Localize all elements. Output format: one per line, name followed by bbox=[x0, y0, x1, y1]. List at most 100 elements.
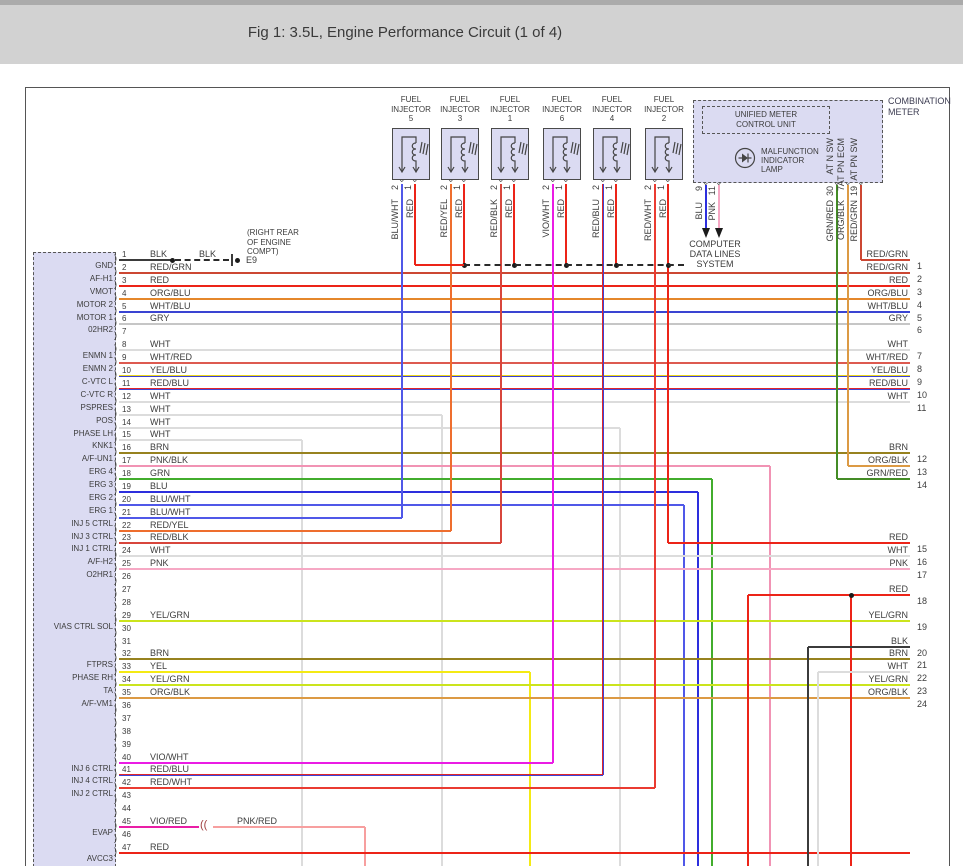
right-wire-color-label: ORG/BLK bbox=[867, 687, 908, 697]
mil-line2: INDICATOR bbox=[761, 156, 805, 165]
right-pin-number: 8 bbox=[917, 364, 923, 374]
left-pin-number: 14 bbox=[122, 418, 131, 427]
left-pin-bracket-icon: ) bbox=[114, 536, 117, 546]
left-pin-bracket-icon: ) bbox=[114, 562, 117, 572]
wire-WHT bbox=[817, 672, 819, 866]
left-pin-bracket-icon: ) bbox=[114, 343, 117, 353]
injector-coil-icon bbox=[398, 136, 429, 174]
left-pin-number: 42 bbox=[122, 778, 131, 787]
wire-BLU bbox=[705, 185, 707, 228]
ecm-pin-label: VIAS CTRL SOL bbox=[53, 622, 113, 631]
right-wire-color-label: YEL/GRN bbox=[868, 674, 908, 684]
left-pin-bracket-icon: ) bbox=[114, 691, 117, 701]
left-pin-number: 35 bbox=[122, 688, 131, 697]
right-pin-number: 17 bbox=[917, 570, 928, 580]
meter-wire-color-label: BLU bbox=[694, 202, 704, 220]
wire-color-label: WHT bbox=[150, 545, 171, 555]
left-pin-bracket-icon: ) bbox=[114, 459, 117, 469]
left-pin-bracket-icon: ) bbox=[114, 421, 117, 431]
injector-heading-line: 4 bbox=[609, 114, 615, 123]
injector-heading: FUEL INJECTOR 1 bbox=[483, 95, 537, 124]
right-pin-number: 2 bbox=[917, 274, 923, 284]
title-bar-top-strip bbox=[0, 0, 963, 5]
wire-WHT bbox=[441, 415, 443, 866]
left-pin-bracket-icon: ) bbox=[114, 575, 117, 585]
injector-heading: FUEL INJECTOR 5 bbox=[384, 95, 438, 124]
right-pin-number: 7 bbox=[917, 351, 923, 361]
ecm-pin-label: ERG 3 bbox=[88, 480, 113, 489]
wire-YEL/GRN bbox=[119, 620, 910, 622]
wire-RED bbox=[747, 595, 749, 866]
left-pin-bracket-icon: ) bbox=[114, 717, 117, 727]
right-wire-color-label: RED/BLU bbox=[868, 378, 908, 388]
wire-color-label: WHT/RED bbox=[150, 352, 192, 362]
ecm-pin-label: KNK1 bbox=[92, 441, 113, 450]
wire-RED/YEL bbox=[450, 184, 452, 531]
wire-color-label: YEL bbox=[150, 661, 168, 671]
wire-color-label: WHT bbox=[150, 404, 171, 414]
right-wire-color-label: GRN/RED bbox=[866, 468, 908, 478]
wire-PNK bbox=[119, 568, 910, 570]
right-wire-color-label: RED bbox=[888, 275, 908, 285]
wire-color-label: RED/YEL bbox=[150, 520, 189, 530]
wire-color-label: PNK bbox=[150, 558, 169, 568]
ecm-pin-label: EVAP bbox=[92, 828, 113, 837]
injector-heading-line: 3 bbox=[457, 114, 463, 123]
ecm-pin-label: PHASE RH bbox=[72, 673, 113, 682]
ecm-pin-label: VMOT bbox=[89, 287, 113, 296]
meter-pin-number: 11 bbox=[707, 186, 717, 196]
right-wire-color-label: ORG/BLK bbox=[867, 455, 908, 465]
ecm-pin-label: PSPRES bbox=[80, 403, 113, 412]
right-pin-number: 6 bbox=[917, 325, 923, 335]
wire-GRY bbox=[119, 323, 910, 325]
wire-color-label: RED/BLU bbox=[150, 378, 190, 388]
injector-coil-icon bbox=[447, 136, 478, 174]
wire-color-label: PNK/RED bbox=[237, 816, 278, 826]
injector-heading-line: INJECTOR bbox=[542, 104, 582, 114]
ecm-pin-label: ERG 2 bbox=[88, 493, 113, 502]
left-pin-bracket-icon: ) bbox=[114, 253, 117, 263]
wire-color-label: YEL/GRN bbox=[150, 674, 190, 684]
wire-WHT bbox=[119, 349, 910, 351]
right-pin-number: 13 bbox=[917, 467, 928, 477]
wire-color-label: YEL/GRN bbox=[150, 610, 190, 620]
injector-heading-line: FUEL bbox=[400, 95, 422, 104]
mil-line3: LAMP bbox=[761, 165, 783, 174]
connector-bracket-icon: ⌄ bbox=[844, 177, 852, 187]
injector-wire-color-label: BLU/WHT bbox=[390, 199, 400, 240]
wire-color-label: BRN bbox=[150, 648, 170, 658]
diagram-border-top bbox=[25, 87, 950, 88]
wire-PNK/RED bbox=[364, 827, 366, 866]
right-wire-color-label: YEL/BLU bbox=[870, 365, 908, 375]
left-pin-bracket-icon: ) bbox=[114, 356, 117, 366]
injector-wire-color-label: RED/BLK bbox=[489, 199, 499, 238]
left-pin-number: 24 bbox=[122, 546, 131, 555]
injector-heading-line: 2 bbox=[661, 114, 667, 123]
left-pin-bracket-icon: ) bbox=[114, 756, 117, 766]
injector-pin-number: 2 bbox=[591, 185, 601, 191]
wire-color-label: PNK/BLK bbox=[150, 455, 189, 465]
right-wire-color-label: BRN bbox=[888, 442, 908, 452]
wire-RED bbox=[565, 184, 567, 265]
wire-VIO/WHT bbox=[552, 184, 554, 763]
ecm-pin-label: GND bbox=[95, 261, 113, 270]
right-wire-color-label: YEL/GRN bbox=[868, 610, 908, 620]
left-pin-number: 25 bbox=[122, 559, 131, 568]
wire-RED/GRN bbox=[119, 272, 910, 274]
wire-color-label: RED bbox=[150, 275, 170, 285]
wire-RED/GRN bbox=[861, 259, 910, 261]
wire-WHT bbox=[119, 439, 302, 441]
wire-RED bbox=[615, 184, 617, 265]
ground-note-line1: (RIGHT REAR bbox=[247, 228, 299, 237]
ecm-pin-label: ERG 4 bbox=[88, 467, 113, 476]
injector-pin-number: 2 bbox=[643, 185, 653, 191]
left-pin-number: 47 bbox=[122, 843, 131, 852]
ecm-pin-label: C-VTC R bbox=[80, 390, 113, 399]
wire-color-label: RED bbox=[150, 842, 170, 852]
ground-splice-dot bbox=[169, 257, 175, 263]
inline-connector-icon: (( bbox=[200, 819, 208, 831]
right-wire-color-label: BLK bbox=[890, 636, 908, 646]
injector-heading-line: 6 bbox=[559, 114, 565, 123]
left-pin-number: 8 bbox=[122, 340, 127, 349]
